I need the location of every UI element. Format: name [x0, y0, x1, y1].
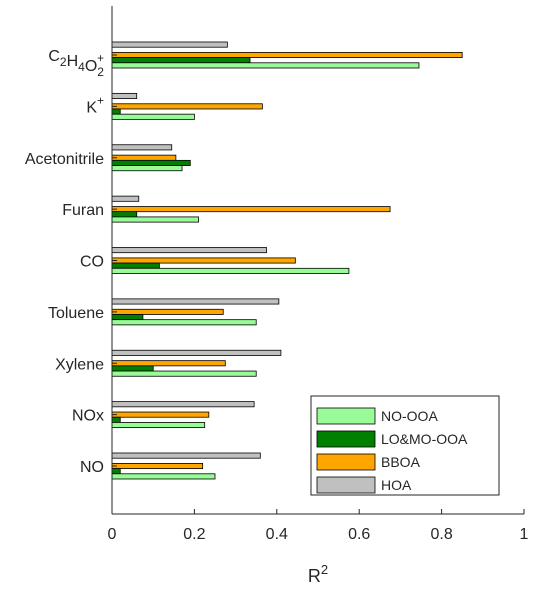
bar-bboa-0 — [111, 52, 463, 59]
bar-hoa-0 — [111, 41, 228, 48]
category-label: CO — [80, 254, 104, 271]
x-axis-title: R2 — [308, 562, 328, 586]
bar-hoa-6 — [111, 349, 282, 356]
bar-no-ooa-4 — [111, 267, 350, 274]
bar-hoa-7 — [111, 401, 255, 408]
bar-no-ooa-2 — [111, 165, 183, 172]
bar-bboa-5 — [111, 308, 224, 315]
category-labels: C2H4O2+ K+ Acetonitrile Furan CO Toluene Xylen… — [25, 48, 104, 476]
category-label: Xylene — [55, 356, 104, 373]
category-label: K+ — [86, 93, 104, 116]
category-label: NO — [80, 459, 104, 476]
bar-lo-mo-ooa-8 — [111, 468, 121, 475]
x-tick-label: 0.8 — [430, 526, 452, 543]
bar-lo-mo-ooa-6 — [111, 365, 154, 372]
bar-lo-mo-ooa-7 — [111, 416, 121, 423]
legend-swatch — [316, 407, 376, 425]
legend-swatch — [316, 430, 376, 448]
category-label: C2H4O2+ — [48, 48, 104, 79]
bar-hoa-1 — [111, 92, 138, 99]
bar-bboa-4 — [111, 257, 296, 264]
bar-lo-mo-ooa-4 — [111, 262, 160, 269]
x-tick-label: 1 — [520, 526, 529, 543]
x-tick-label: 0.6 — [348, 526, 370, 543]
bar-no-ooa-3 — [111, 216, 199, 223]
bar-bboa-6 — [111, 360, 226, 367]
bar-lo-mo-ooa-2 — [111, 159, 191, 166]
category-label: NOx — [72, 408, 104, 425]
bar-no-ooa-0 — [111, 62, 420, 69]
legend-label: BBOA — [381, 454, 421, 470]
x-tick-label: 0 — [108, 526, 117, 543]
bar-hoa-2 — [111, 144, 173, 151]
legend-label: LO&MO-OOA — [381, 431, 468, 447]
bar-bboa-7 — [111, 411, 210, 418]
bar-bboa-2 — [111, 154, 177, 161]
axes-group — [111, 6, 525, 515]
bar-lo-mo-ooa-5 — [111, 314, 144, 321]
category-label: Toluene — [48, 305, 104, 322]
bar-bboa-8 — [111, 462, 204, 469]
x-tick-label: 0.4 — [266, 526, 288, 543]
legend: NO-OOA LO&MO-OOA BBOA HOA — [310, 395, 500, 496]
bar-hoa-4 — [111, 247, 267, 254]
category-label: Furan — [62, 202, 104, 219]
bar-no-ooa-7 — [111, 422, 206, 429]
legend-swatch — [316, 453, 376, 471]
bar-hoa-3 — [111, 195, 140, 202]
bar-hoa-5 — [111, 298, 280, 305]
legend-swatch — [316, 476, 376, 494]
bar-no-ooa-5 — [111, 319, 257, 326]
category-label: Acetonitrile — [25, 151, 104, 168]
legend-label: HOA — [381, 477, 412, 493]
bar-lo-mo-ooa-0 — [111, 57, 251, 64]
bar-lo-mo-ooa-3 — [111, 211, 138, 218]
bar-hoa-8 — [111, 452, 261, 459]
bar-no-ooa-6 — [111, 370, 257, 377]
legend-label: NO-OOA — [381, 408, 438, 424]
bar-lo-mo-ooa-1 — [111, 108, 121, 115]
x-tick-labels: 0 0.2 0.4 0.6 0.8 1 — [108, 526, 529, 543]
bar-no-ooa-8 — [111, 473, 216, 480]
bar-bboa-3 — [111, 206, 391, 213]
bar-bboa-1 — [111, 103, 263, 110]
bar-no-ooa-1 — [111, 113, 195, 120]
x-tick-label: 0.2 — [183, 526, 205, 543]
